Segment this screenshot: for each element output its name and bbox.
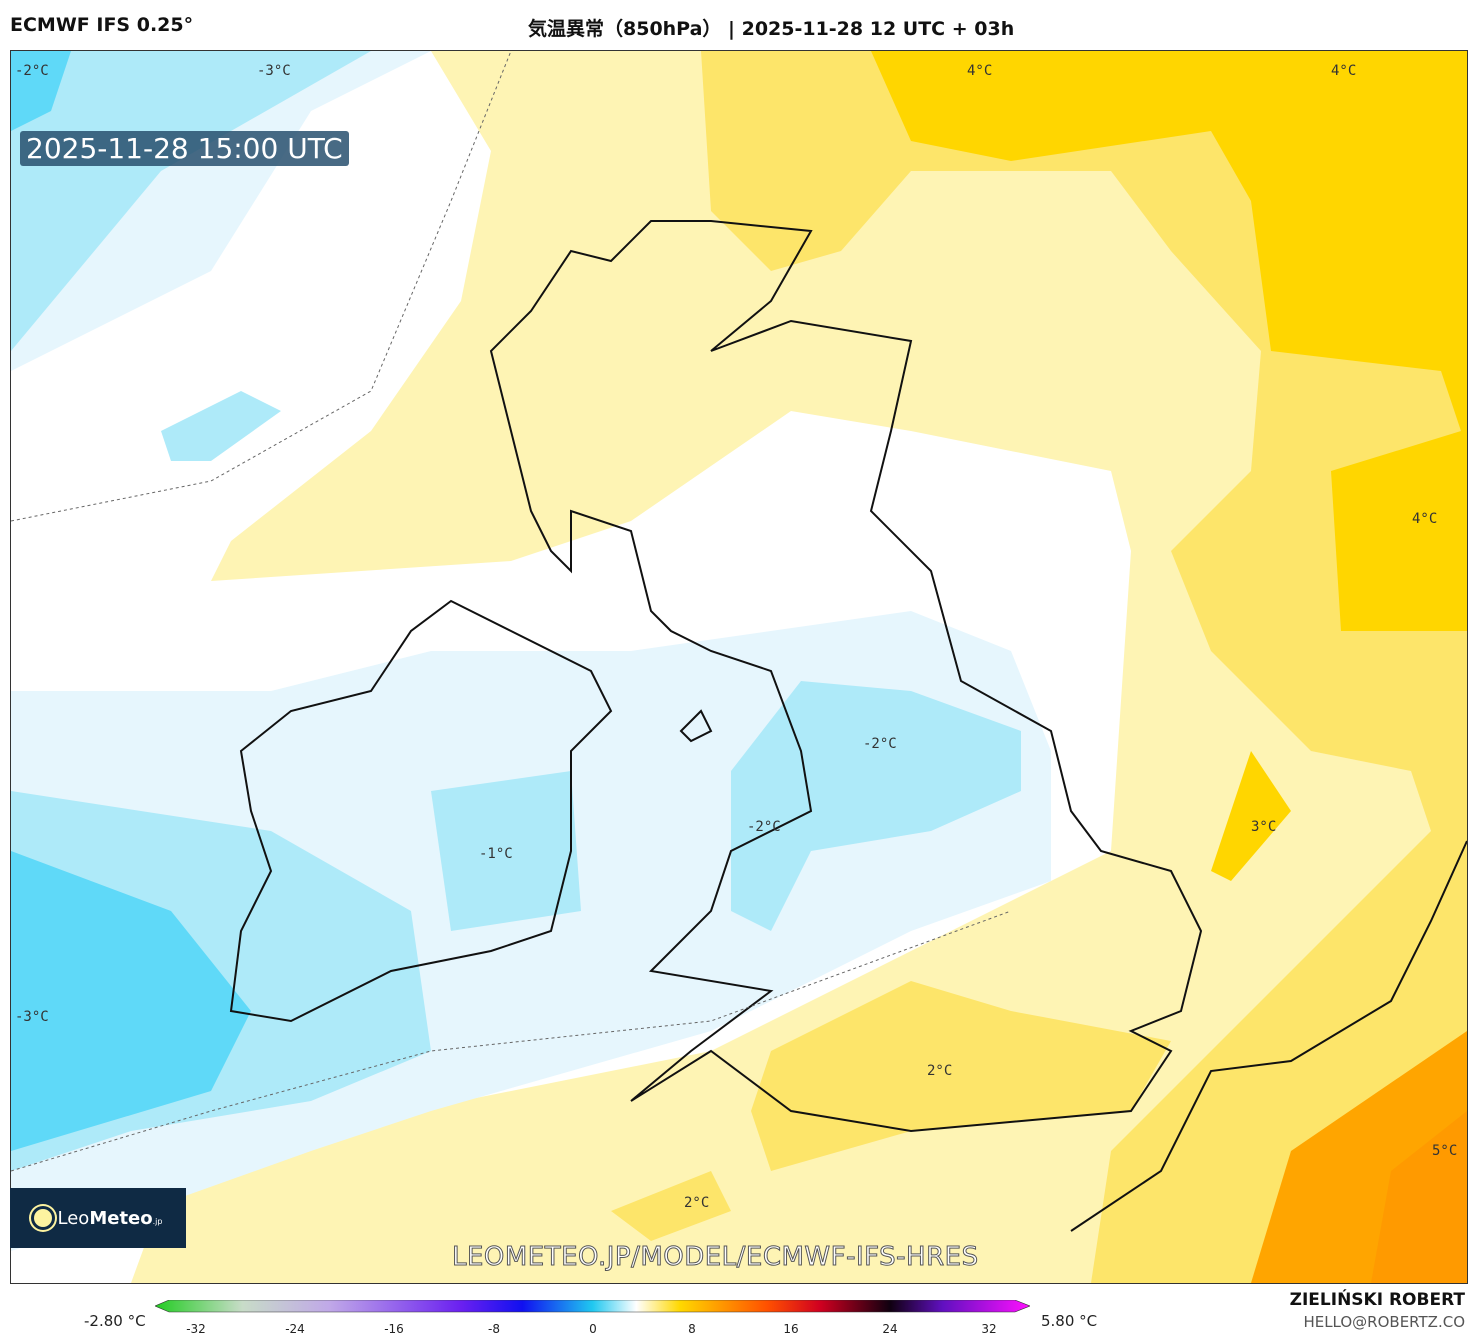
europe-coast	[1070, 840, 1467, 1232]
watermark-url: LEOMETEO.JP/MODEL/ECMWF-IFS-HRES	[452, 1242, 979, 1273]
colorbar-tick: -32	[186, 1322, 206, 1336]
contour-label: -2°C	[15, 63, 49, 79]
plus3-region-e	[1211, 751, 1291, 881]
contour-label: -2°C	[747, 819, 781, 835]
plus1-region	[131, 51, 1467, 1283]
colorbar-tick: 24	[882, 1322, 898, 1336]
plus3-region	[871, 51, 1467, 631]
isle-of-man	[679, 709, 713, 743]
model-name: ECMWF IFS 0.25°	[10, 14, 194, 36]
contour-label: 2°C	[684, 1195, 710, 1211]
colorbar	[155, 1300, 1030, 1313]
contour-label: 3°C	[1251, 819, 1277, 835]
contour-label: -2°C	[863, 736, 897, 752]
coastlines	[229, 220, 1467, 1232]
plus2-region-channel	[611, 1171, 731, 1241]
contour-label: 4°C	[1331, 63, 1357, 79]
colorbar-tick: 8	[688, 1322, 696, 1336]
colorbar-tick: 16	[783, 1322, 799, 1336]
colorbar-tick: -24	[285, 1322, 305, 1336]
ireland-coast	[229, 599, 613, 1023]
valid-time-badge: 2025-11-28 15:00 UTC	[20, 131, 349, 166]
colorbar-tick: 32	[981, 1322, 997, 1336]
plus5-region	[1371, 1111, 1467, 1283]
contour-lines	[11, 51, 1012, 1172]
colorbar-max-label: 5.80 °C	[1041, 1312, 1098, 1330]
great-britain-coast	[489, 220, 1203, 1133]
minus2-region-uk	[731, 681, 1021, 931]
author-email[interactable]: HELLO@ROBERTZ.CO	[1303, 1313, 1465, 1331]
map-canvas	[11, 51, 1467, 1283]
contour-label: -3°C	[257, 63, 291, 79]
colorbar-tick: 0	[589, 1322, 597, 1336]
author-name: ZIELIŃSKI ROBERT	[1289, 1290, 1465, 1310]
map-title: 気温異常（850hPa） | 2025-11-28 12 UTC + 03h	[528, 18, 1015, 40]
minus3-region-nw	[11, 51, 71, 131]
minus3-region	[11, 851, 251, 1151]
sun-icon	[33, 1209, 52, 1227]
contour-label: -3°C	[15, 1009, 49, 1025]
plus2-region	[701, 51, 1467, 1283]
contour-label: -1°C	[479, 846, 513, 862]
colorbar-tick: -8	[488, 1322, 500, 1336]
temperature-anomaly-map[interactable]: 2025-11-28 15:00 UTC -2°C -3°C 4°C 4°C 4…	[10, 50, 1468, 1284]
minus2-region	[11, 51, 371, 351]
contour-label: 5°C	[1432, 1143, 1458, 1159]
contour-label: 2°C	[927, 1063, 953, 1079]
contour-label: 4°C	[967, 63, 993, 79]
plus2-region-south	[751, 981, 1171, 1171]
minus2-region-atl	[161, 391, 281, 461]
colorbar-tick: -16	[384, 1322, 404, 1336]
contour-label: 4°C	[1412, 511, 1438, 527]
leometeo-logo[interactable]: Leo Meteo .jp	[10, 1188, 186, 1248]
colorbar-min-label: -2.80 °C	[84, 1312, 146, 1330]
minus2-region-ireland	[431, 771, 581, 931]
